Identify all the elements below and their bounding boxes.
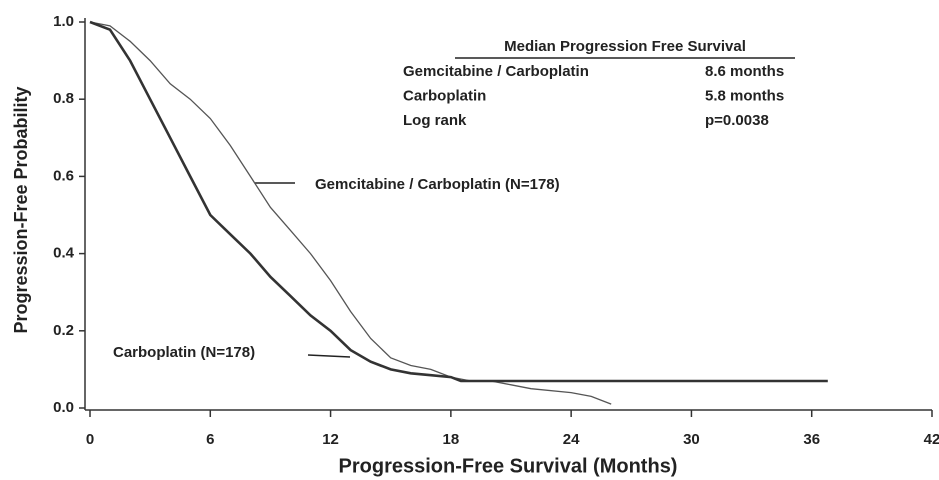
series-label: Gemcitabine / Carboplatin (N=178) (315, 176, 560, 193)
y-axis-title: Progression-Free Probability (11, 86, 31, 333)
x-axis-title: Progression-Free Survival (Months) (339, 455, 678, 477)
table-value: 5.8 months (705, 87, 784, 104)
x-tick-label: 42 (924, 431, 939, 448)
x-tick-label: 18 (443, 431, 460, 448)
x-tick-label: 0 (86, 431, 94, 448)
table-value: 8.6 months (705, 63, 784, 80)
x-tick-label: 30 (683, 431, 700, 448)
x-tick-label: 36 (803, 431, 820, 448)
survival-curve (89, 20, 828, 383)
y-tick-label: 1.0 (53, 13, 74, 30)
pointer (307, 354, 351, 358)
x-tick-label: 6 (206, 431, 214, 448)
table-label: Carboplatin (403, 87, 486, 104)
x-tick-label: 24 (563, 431, 580, 448)
y-tick-label: 0.0 (53, 399, 74, 416)
table-label: Gemcitabine / Carboplatin (403, 63, 589, 80)
y-tick-label: 0.8 (53, 90, 74, 107)
y-tick-label: 0.6 (53, 167, 74, 184)
survival-curve (89, 21, 612, 405)
table-title: Median Progression Free Survival (504, 38, 746, 55)
y-tick-label: 0.4 (53, 245, 75, 262)
y-tick-label: 0.2 (53, 322, 74, 339)
x-tick-label: 12 (322, 431, 339, 448)
table-label: Log rank (403, 112, 467, 129)
table-value: p=0.0038 (705, 112, 769, 129)
series-label: Carboplatin (N=178) (113, 344, 255, 361)
